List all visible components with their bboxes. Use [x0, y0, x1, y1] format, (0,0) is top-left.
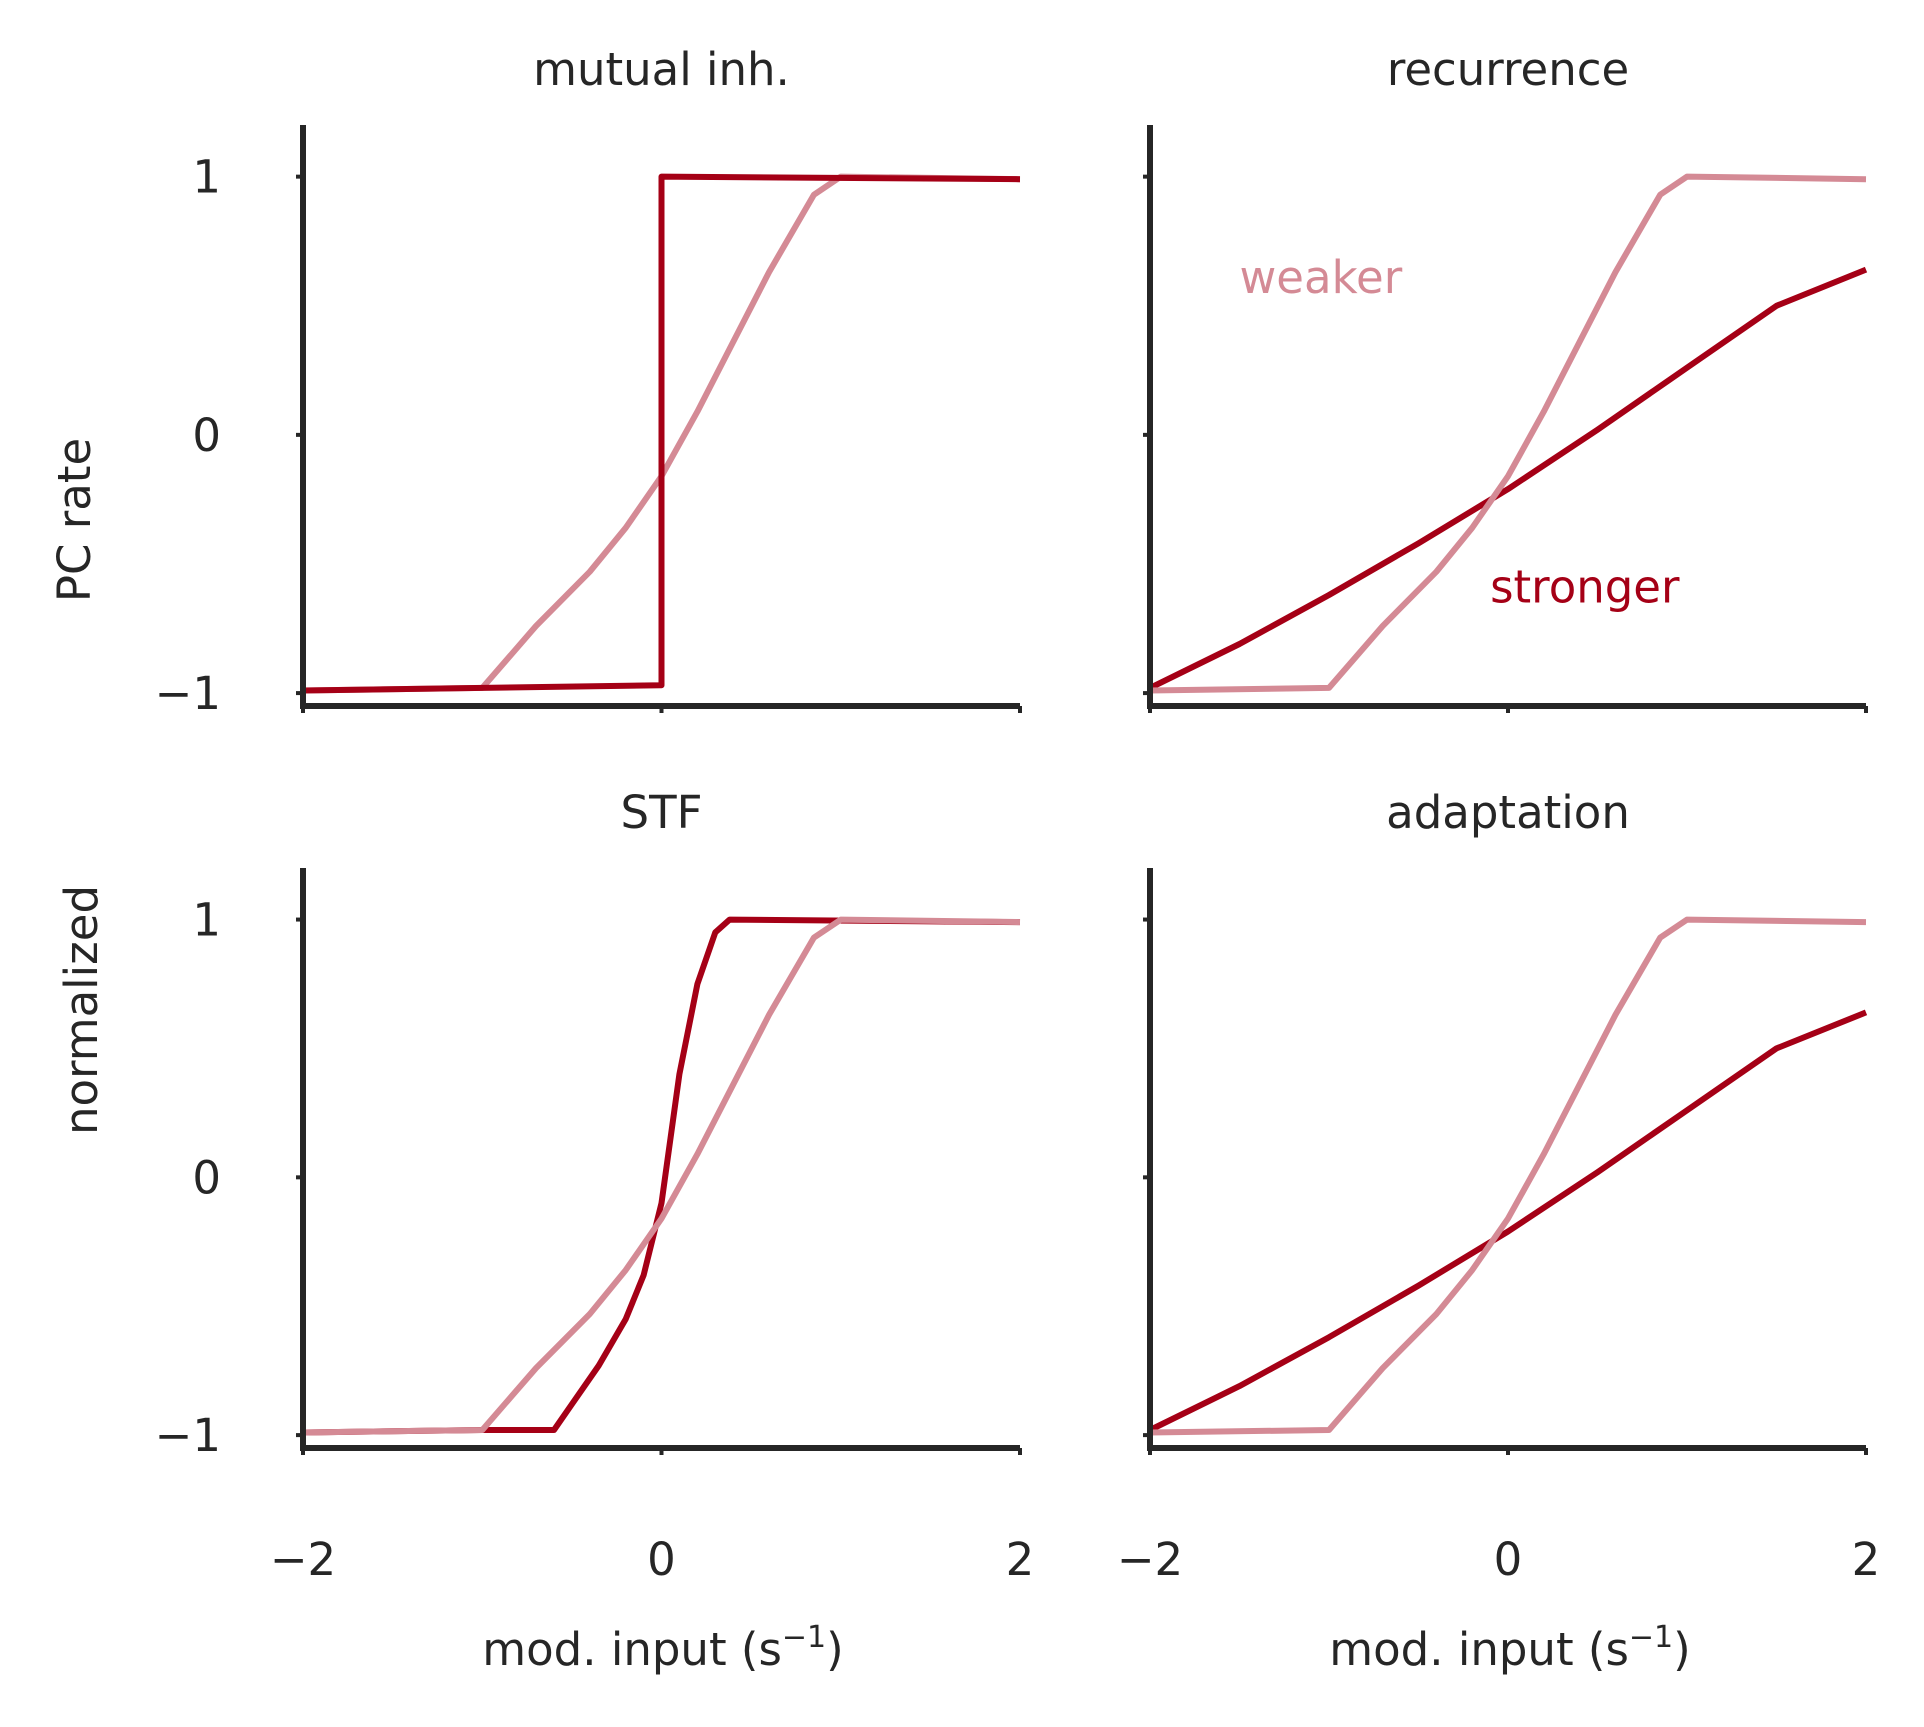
x-axis-label-right-main: mod. input (s: [1329, 1623, 1629, 1676]
panel-4: adaptation −2 0 2: [1117, 786, 1880, 1586]
series-line-weaker: [302, 916, 1021, 1436]
panels: mutual inh. −1 0 1 recurrence weaker stronger S…: [155, 43, 1881, 1586]
x-tick-label: 2: [1006, 1533, 1035, 1586]
x-axis-label-left-main: mod. input (s: [482, 1623, 782, 1676]
x-axis-label-left: mod. input (s−1): [482, 1620, 843, 1676]
panel-3: STF −1 0 1 −2 0 2: [155, 786, 1035, 1586]
x-axis-label-right-close: ): [1673, 1623, 1691, 1676]
panel-title: mutual inh.: [533, 43, 790, 96]
x-tick-label: −2: [1117, 1533, 1183, 1586]
panel-title: STF: [621, 786, 703, 839]
panel-title: recurrence: [1387, 43, 1629, 96]
y-tick-label: 1: [192, 894, 221, 947]
panel-title: adaptation: [1386, 786, 1630, 839]
series-line-weaker: [302, 173, 1021, 694]
y-tick-label: 1: [192, 151, 221, 204]
y-tick-label: 0: [192, 1151, 221, 1204]
x-axis-label-right-exponent: −1: [1629, 1620, 1673, 1655]
series-line-weaker: [1149, 916, 1867, 1436]
series-line-stronger: [302, 916, 1021, 1436]
y-tick-label: −1: [155, 667, 221, 720]
panel-1: mutual inh. −1 0 1: [155, 43, 1022, 720]
y-axis-label-bottom: normalized: [55, 885, 108, 1135]
x-tick-label: −2: [270, 1533, 336, 1586]
annotation-weaker: weaker: [1240, 251, 1403, 304]
y-tick-label: −1: [155, 1409, 221, 1462]
x-axis-label-left-close: ): [826, 1623, 844, 1676]
series-line-stronger: [1148, 266, 1868, 691]
x-axis-label-left-exponent: −1: [782, 1620, 826, 1655]
y-axis-label-top: PC rate: [48, 438, 101, 602]
y-tick-label: 0: [192, 409, 221, 462]
series-line-stronger: [302, 173, 1021, 694]
x-tick-label: 0: [647, 1533, 676, 1586]
x-tick-label: 0: [1494, 1533, 1523, 1586]
panel-2: recurrence weaker stronger: [1143, 43, 1868, 713]
x-axis-label-right: mod. input (s−1): [1329, 1620, 1690, 1676]
series-line-weaker: [1149, 173, 1867, 694]
annotation-stronger: stronger: [1490, 561, 1680, 614]
x-tick-label: 2: [1852, 1533, 1881, 1586]
series-line-stronger: [1148, 1009, 1868, 1433]
